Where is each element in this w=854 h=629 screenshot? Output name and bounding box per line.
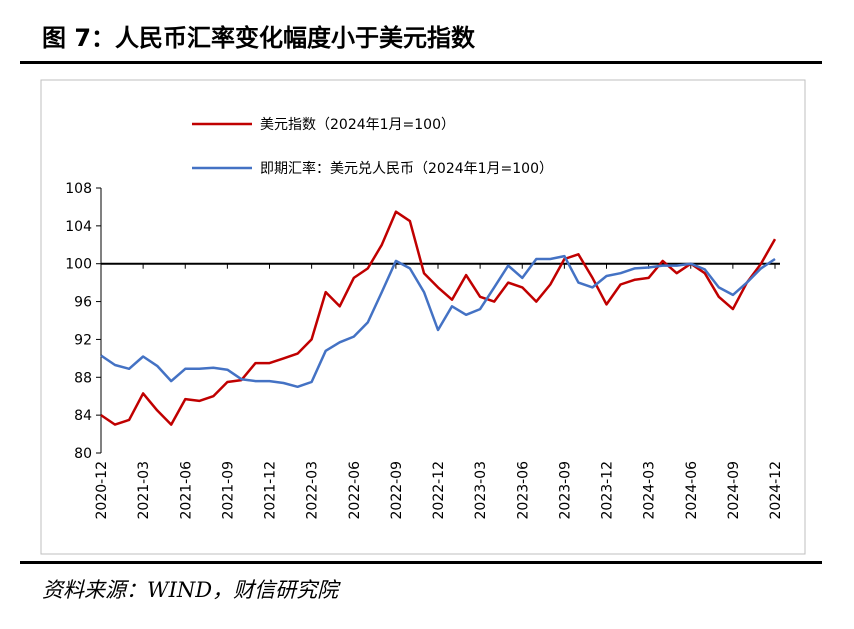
x-tick-label: 2023-09 bbox=[557, 461, 573, 520]
x-tick-label: 2021-03 bbox=[136, 461, 152, 520]
top-rule bbox=[20, 61, 822, 64]
y-tick-label: 88 bbox=[74, 370, 92, 386]
x-tick-label: 2022-03 bbox=[305, 461, 321, 520]
chart-title: 图 7：人民币汇率变化幅度小于美元指数 bbox=[42, 24, 476, 52]
x-tick-label: 2020-12 bbox=[94, 461, 110, 520]
x-tick-label: 2021-12 bbox=[263, 461, 279, 520]
legend-label: 美元指数（2024年1月=100） bbox=[260, 117, 455, 133]
x-tick-label: 2024-12 bbox=[768, 461, 784, 520]
x-tick-label: 2022-09 bbox=[389, 461, 405, 520]
y-tick-label: 80 bbox=[74, 446, 92, 462]
y-tick-label: 104 bbox=[65, 219, 92, 235]
x-tick-label: 2023-06 bbox=[515, 461, 531, 520]
x-tick-label: 2024-09 bbox=[726, 461, 742, 520]
y-tick-label: 100 bbox=[65, 257, 92, 273]
source-note: 资料来源：WIND，财信研究院 bbox=[42, 578, 341, 602]
x-tick-label: 2024-06 bbox=[684, 461, 700, 520]
series-line bbox=[100, 210, 777, 426]
x-tick-label: 2023-12 bbox=[600, 461, 616, 520]
series-line bbox=[100, 254, 776, 389]
x-tick-label: 2022-12 bbox=[431, 461, 447, 520]
legend-label: 即期汇率：美元兑人民币（2024年1月=100） bbox=[260, 160, 553, 177]
x-tick-label: 2024-03 bbox=[642, 461, 658, 520]
x-tick-label: 2021-06 bbox=[178, 461, 194, 520]
x-tick-label: 2023-03 bbox=[473, 461, 489, 520]
y-tick-label: 84 bbox=[74, 408, 92, 424]
plot-frame bbox=[40, 79, 806, 555]
x-tick-label: 2021-09 bbox=[220, 461, 236, 520]
y-tick-label: 92 bbox=[74, 332, 92, 348]
y-tick-label: 96 bbox=[74, 295, 92, 311]
x-tick-label: 2022-06 bbox=[347, 461, 363, 520]
bottom-rule bbox=[20, 561, 822, 564]
y-tick-label: 108 bbox=[65, 181, 92, 197]
